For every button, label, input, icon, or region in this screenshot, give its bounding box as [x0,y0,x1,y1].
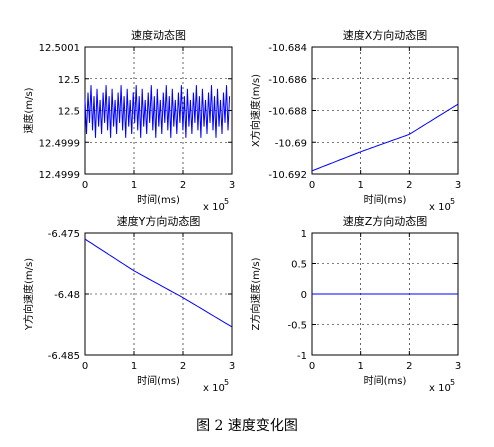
y-axis-label: Z方向速度(m/s) [249,257,262,330]
x-tick-label: 1 [357,180,363,191]
x-axis-label: 时间(ms) [137,193,180,206]
series-line [84,85,231,138]
x-multiplier-exponent: 5 [224,378,229,387]
x-multiplier-exponent: 5 [224,197,229,206]
x-tick-label: 0 [309,361,315,372]
y-axis-label: X方向速度(m/s) [249,74,262,147]
y-tick-label: 12.4999 [39,170,80,181]
x-tick-label: 2 [406,361,412,372]
y-tick-label: 12.5001 [39,43,80,54]
speed-z-chart: 速度Z方向动态图 0 1 2 3 1 0.5 0 -0.5 -1 时间(ms) Z方向速度(m/s) x… [249,214,461,394]
y-tick-label: -10.69 [275,138,307,149]
x-tick-label: 0 [309,180,315,191]
x-tick-label: 1 [357,361,363,372]
series-line [311,103,459,172]
x-tick-label: 2 [180,361,186,372]
y-tick-label: -6.485 [48,351,80,362]
x-tick-label: 3 [229,361,235,372]
x-tick-label: 1 [131,361,137,372]
y-tick-label: -6.475 [48,229,80,240]
y-tick-label: -10.692 [268,170,307,181]
y-axis-label: Y方向速度(m/s) [22,258,35,331]
x-axis-label: 时间(ms) [364,193,407,206]
x-multiplier: x 10 [203,202,225,213]
chart-title: 速度X方向动态图 [343,28,428,42]
y-tick-label: 0.5 [291,260,307,271]
y-tick-label: 12.4999 [39,138,80,149]
x-multiplier: x 10 [429,383,451,394]
y-tick-label: -0.5 [287,321,307,332]
y-tick-label: -10.688 [268,107,307,118]
y-tick-label: 0 [301,290,307,301]
speed-x-chart: 速度X方向动态图 0 1 2 3 -10.684 -10.686 -10.688 -10.69 -… [249,28,461,213]
y-axis-label: 速度(m/s) [22,87,35,133]
x-multiplier: x 10 [203,383,225,394]
y-tick-label: 12.5 [58,75,80,86]
y-tick-label: 1 [301,229,307,240]
y-tick-label: -10.686 [268,75,307,86]
y-tick-label: -6.48 [54,290,80,301]
plot-frame [84,232,233,356]
x-tick-label: 2 [180,180,186,191]
series-line [84,238,233,328]
x-axis-label: 时间(ms) [137,374,180,387]
x-tick-label: 0 [82,180,88,191]
y-tick-label: -1 [297,351,307,362]
x-tick-label: 1 [131,180,137,191]
y-tick-label: -10.684 [268,43,307,54]
speed-y-chart: 速度Y方向动态图 0 1 2 3 -6.475 -6.48 -6.485 时间(ms) Y方向速度… [22,214,235,394]
y-tick-label: 12.5 [58,107,80,118]
x-tick-label: 3 [455,361,461,372]
chart-title: 速度Y方向动态图 [117,214,201,228]
x-multiplier-exponent: 5 [450,378,455,387]
x-multiplier-exponent: 5 [450,197,455,206]
figure-caption: 图 2 速度变化图 [196,418,298,434]
x-tick-label: 3 [455,180,461,191]
x-axis-label: 时间(ms) [364,374,407,387]
x-tick-label: 3 [229,180,235,191]
chart-title: 速度动态图 [131,28,186,42]
x-tick-label: 2 [406,180,412,191]
speed-chart: 速度动态图 0 1 2 3 12.5001 12.5 12.5 12.4999 12.4999 时间… [22,28,235,213]
chart-title: 速度Z方向动态图 [343,214,428,228]
x-tick-label: 0 [82,361,88,372]
x-multiplier: x 10 [429,202,451,213]
